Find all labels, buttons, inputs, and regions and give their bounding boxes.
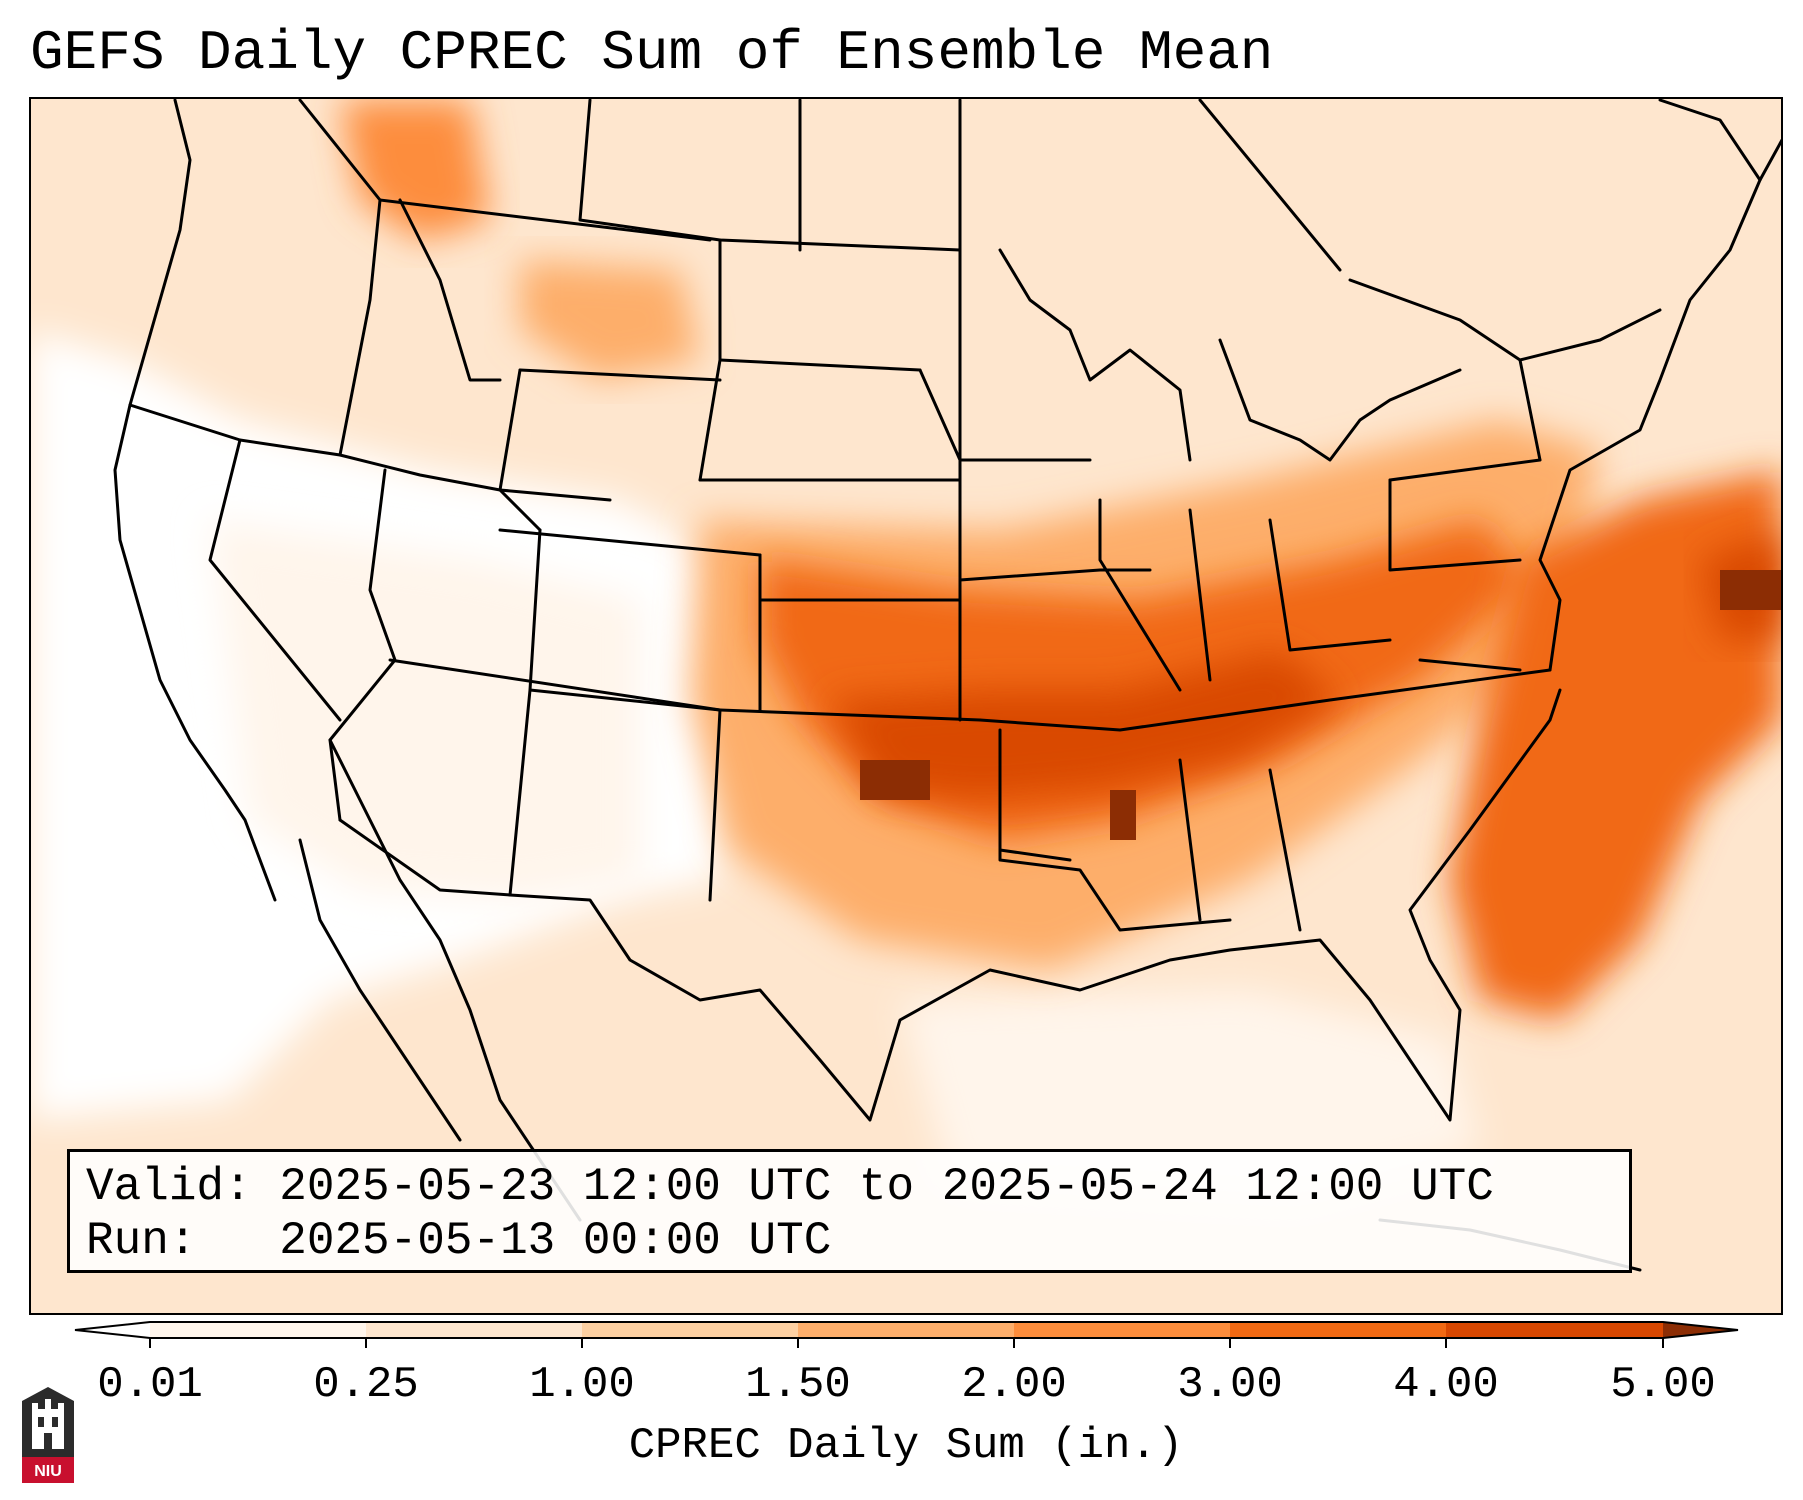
colorbar-over-triangle [1663, 1322, 1738, 1338]
colorbar-bin [366, 1322, 582, 1338]
niu-logo: NIU [20, 1385, 76, 1485]
colorbar-tick-label: 4.00 [1393, 1360, 1499, 1410]
map-frame [29, 97, 1783, 1315]
valid-time-text: Valid: 2025-05-23 12:00 UTC to 2025-05-2… [86, 1161, 1494, 1213]
colorbar-bin [1446, 1322, 1663, 1338]
niu-logo-text: NIU [34, 1463, 62, 1480]
run-time-text: Run: 2025-05-13 00:00 UTC [86, 1215, 832, 1267]
colorbar-title: CPREC Daily Sum (in.) [628, 1421, 1184, 1471]
colorbar-tick-label: 0.01 [97, 1360, 203, 1410]
state-boundaries [113, 98, 1782, 1272]
colorbar-bin [1014, 1322, 1230, 1338]
valid-run-info-box: Valid: 2025-05-23 12:00 UTC to 2025-05-2… [67, 1149, 1632, 1273]
colorbar-tick-label: 1.00 [529, 1360, 635, 1410]
colorbar-under-triangle [75, 1322, 150, 1338]
castle-icon [22, 1387, 74, 1483]
colorbar-tick-label: 3.00 [1177, 1360, 1283, 1410]
colorbar-bin [1230, 1322, 1446, 1338]
colorbar-bin [150, 1322, 366, 1338]
colorbar [74, 1321, 1739, 1348]
colorbar-tick-label: 0.25 [313, 1360, 419, 1410]
colorbar-bin [582, 1322, 798, 1338]
colorbar-tick-label: 1.50 [745, 1360, 851, 1410]
colorbar-tick-label: 5.00 [1610, 1360, 1716, 1410]
colorbar-bin [798, 1322, 1014, 1338]
map-title: GEFS Daily CPREC Sum of Ensemble Mean [30, 21, 1274, 85]
colorbar-tick-label: 2.00 [961, 1360, 1067, 1410]
precip-field [30, 98, 1782, 1314]
